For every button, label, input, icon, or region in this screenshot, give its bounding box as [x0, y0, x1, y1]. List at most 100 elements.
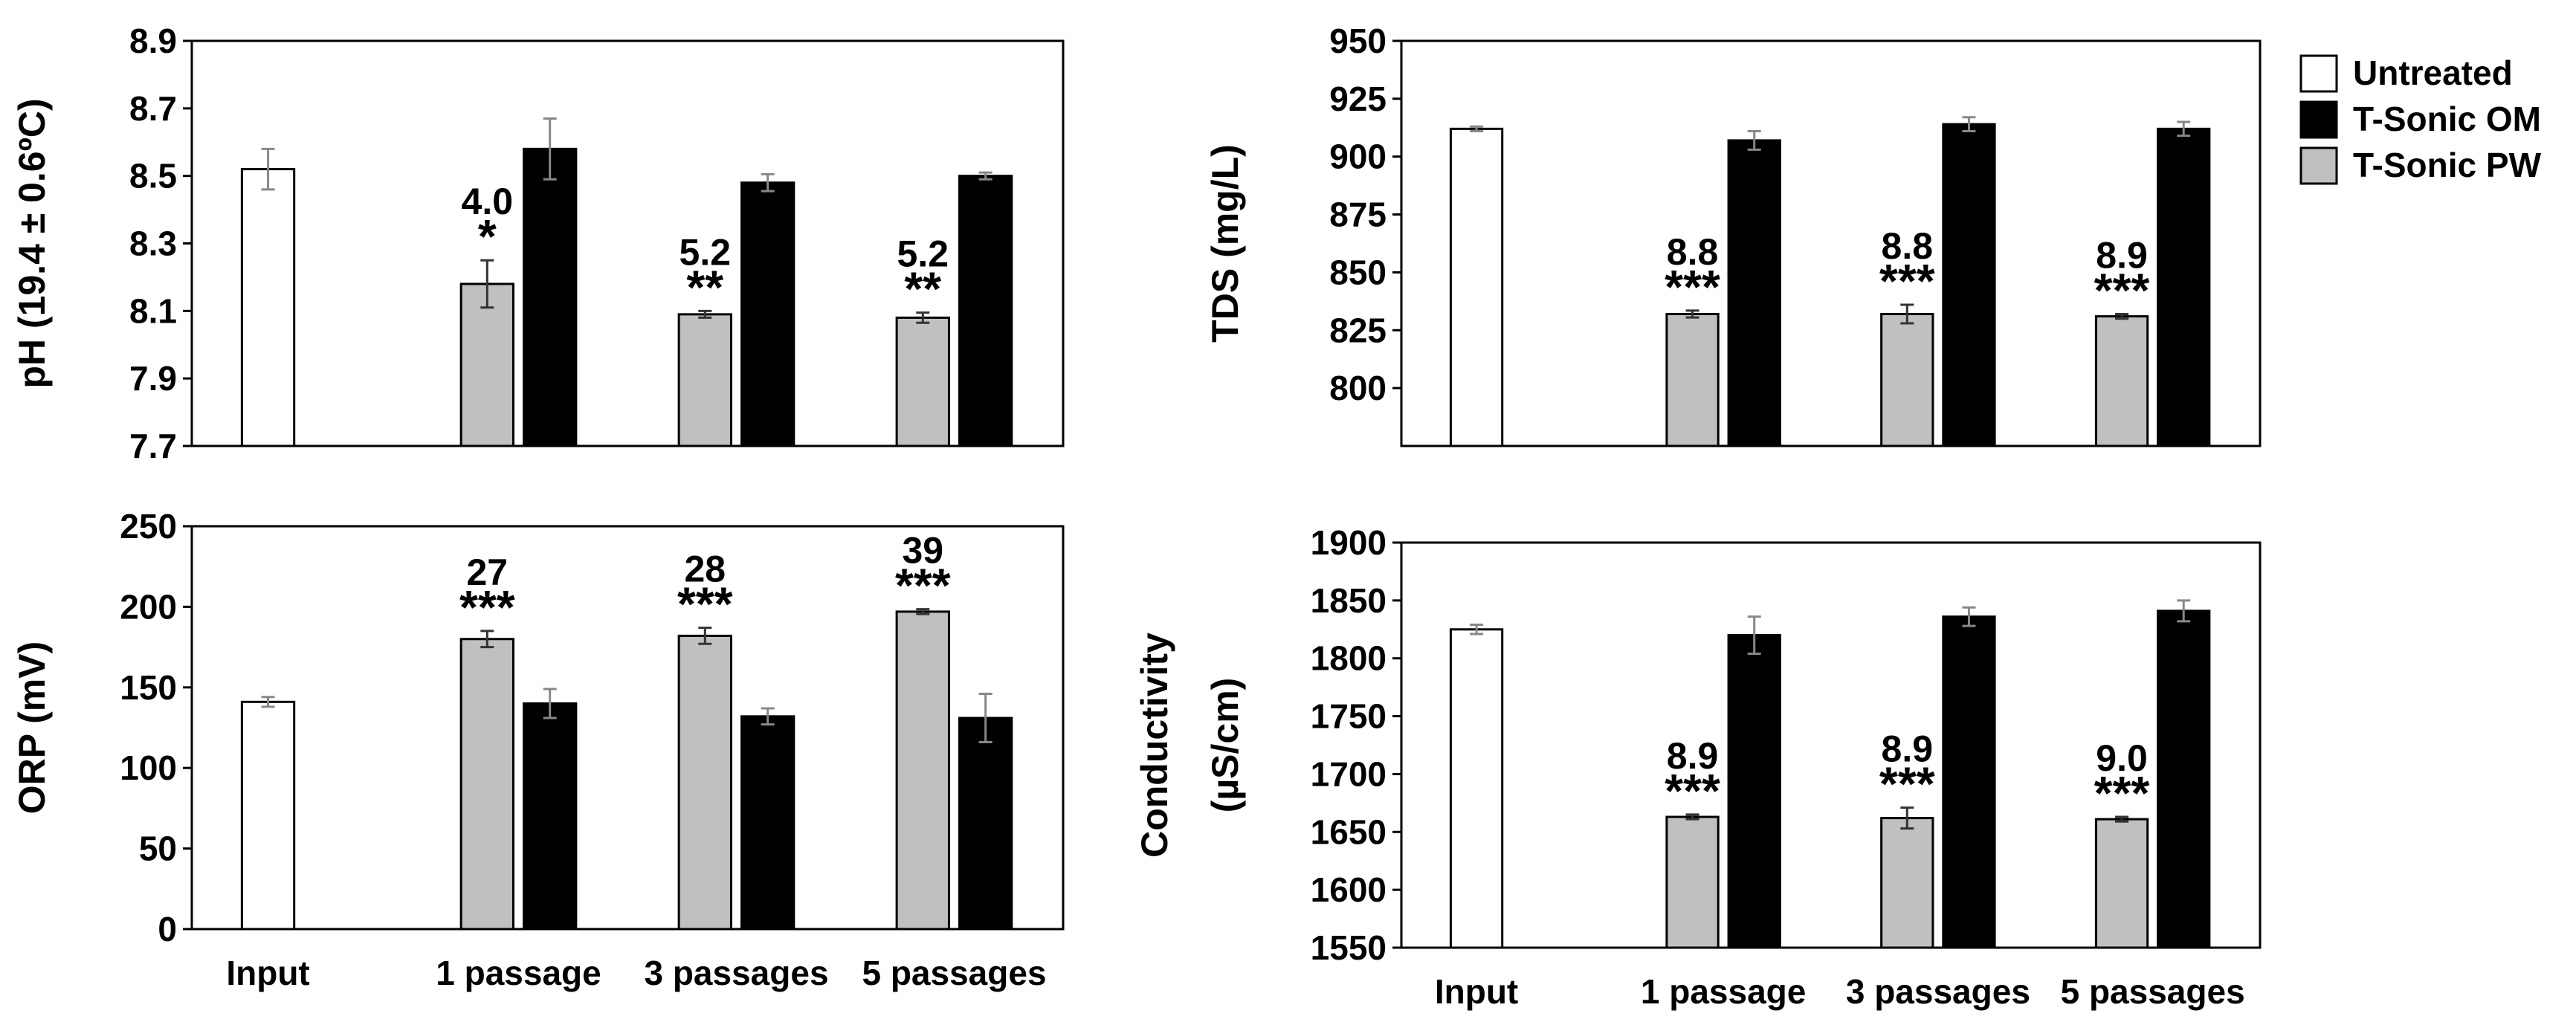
y-axis-label-unit: (µS/cm) [1204, 678, 1246, 813]
y-tick-label: 1900 [1311, 523, 1387, 562]
y-tick-label: 950 [1329, 22, 1387, 60]
y-tick-label: 200 [120, 587, 177, 626]
legend-label-t-sonic-pw: T-Sonic PW [2353, 146, 2542, 184]
y-tick-label: 1850 [1311, 581, 1387, 620]
legend-swatch-untreated [2299, 54, 2338, 93]
annotation-value: 8.8 [1667, 231, 1719, 273]
bar-untreated-input [240, 168, 296, 447]
bar-t-sonic-om-3-passages [740, 715, 795, 931]
bar-t-sonic-om-1-passage [1727, 634, 1781, 949]
bar-t-sonic-pw-5-passages [895, 316, 950, 447]
bar-t-sonic-om-3-passages [1942, 615, 1996, 949]
y-tick-label: 250 [120, 507, 177, 546]
legend-swatch-t-sonic-om [2299, 100, 2338, 139]
bar-t-sonic-pw-3-passages [1880, 312, 1934, 447]
bar-t-sonic-om-5-passages [2157, 127, 2211, 447]
category-label-1-passage: 1 passage [1641, 972, 1806, 1011]
plot-frame [1400, 541, 2262, 949]
y-tick-label: 8.9 [129, 22, 177, 60]
y-tick-label: 1550 [1311, 928, 1387, 967]
bar-untreated-input [1449, 628, 1504, 949]
y-tick-label: 8.7 [129, 89, 177, 128]
annotation-value: 8.9 [2096, 234, 2148, 276]
bar-untreated-input [240, 700, 296, 931]
bar-t-sonic-om-5-passages [958, 175, 1013, 447]
annotation-value: 5.2 [679, 231, 732, 273]
category-label-input: Input [226, 954, 309, 992]
y-tick-label: 100 [120, 748, 177, 787]
bar-t-sonic-om-5-passages [2157, 609, 2211, 949]
significance-stars: *** [2094, 263, 2150, 317]
y-tick-label: 150 [120, 668, 177, 707]
bar-t-sonic-om-1-passage [1727, 139, 1781, 447]
annotation-value: 27 [466, 552, 508, 593]
y-tick-label: 900 [1329, 138, 1387, 176]
significance-stars: ** [904, 262, 941, 316]
category-label-3-passages: 3 passages [1846, 972, 2030, 1011]
bar-t-sonic-pw-1-passage [1665, 312, 1720, 447]
bar-t-sonic-pw-5-passages [2094, 315, 2149, 447]
y-tick-label: 0 [158, 910, 177, 948]
legend-label-untreated: Untreated [2353, 54, 2513, 92]
y-tick-label: 1600 [1311, 870, 1387, 909]
annotation-value: 8.9 [1882, 728, 1934, 770]
bar-t-sonic-om-3-passages [740, 181, 795, 447]
significance-stars: *** [1665, 260, 1720, 314]
annotation-value: 39 [902, 530, 943, 572]
y-axis-label: ORP (mV) [11, 641, 53, 814]
y-tick-label: 800 [1329, 369, 1387, 407]
y-axis-label: pH (19.4 ± 0.6ºC) [11, 98, 53, 388]
y-tick-label: 1700 [1311, 754, 1387, 793]
significance-stars: *** [1879, 254, 1935, 308]
category-label-3-passages: 3 passages [644, 954, 828, 992]
bar-untreated-input [1449, 127, 1504, 447]
bar-t-sonic-om-1-passage [523, 702, 578, 931]
annotation-value: 4.0 [462, 181, 514, 222]
annotation-value: 28 [684, 549, 726, 590]
legend: Untreated T-Sonic OM T-Sonic PW [2299, 54, 2542, 185]
annotation-value: 8.9 [1667, 735, 1719, 777]
bar-t-sonic-pw-3-passages [677, 313, 732, 447]
category-label-5-passages: 5 passages [862, 954, 1046, 992]
y-axis-label: Conductivity [1134, 633, 1175, 858]
significance-stars: *** [459, 580, 515, 634]
bar-t-sonic-pw-3-passages [677, 634, 732, 931]
y-tick-label: 8.1 [129, 291, 177, 330]
bar-t-sonic-om-1-passage [523, 147, 578, 447]
y-tick-label: 825 [1329, 311, 1387, 349]
significance-stars: *** [677, 578, 733, 631]
bar-t-sonic-pw-5-passages [2094, 818, 2149, 949]
bar-t-sonic-om-3-passages [1942, 123, 1996, 447]
y-tick-label: 1650 [1311, 812, 1387, 851]
chart-ph: 7.7 7.9 8.1 8.3 8.5 8.7 8.9 pH (19.4 ± 0.6ºC) *4… [11, 22, 1065, 465]
bar-t-sonic-om-5-passages [958, 717, 1013, 931]
annotation-value: 5.2 [897, 233, 949, 275]
significance-stars: *** [1665, 764, 1720, 818]
category-label-5-passages: 5 passages [2061, 972, 2245, 1011]
y-tick-label: 1800 [1311, 639, 1387, 678]
y-tick-label: 50 [139, 829, 177, 868]
legend-swatch-t-sonic-pw [2299, 146, 2338, 185]
chart-cond: 1550 1600 1650 1700 1750 1800 1850 1900 Conducti… [1134, 523, 2262, 1011]
y-tick-label: 8.3 [129, 224, 177, 263]
significance-stars: *** [895, 559, 951, 612]
significance-stars: *** [2094, 766, 2150, 820]
annotation-value: 9.0 [2096, 737, 2148, 779]
significance-stars: *** [1879, 757, 1935, 811]
category-label-1-passage: 1 passage [436, 954, 601, 992]
y-axis-label: TDS (mg/L) [1204, 144, 1246, 343]
legend-label-t-sonic-om: T-Sonic OM [2353, 100, 2541, 138]
plot-frame [190, 525, 1065, 931]
y-tick-label: 850 [1329, 253, 1387, 291]
y-tick-label: 925 [1329, 80, 1387, 118]
category-label-input: Input [1435, 972, 1518, 1011]
bar-t-sonic-pw-1-passage [459, 638, 514, 931]
significance-stars: ** [686, 260, 723, 314]
y-tick-label: 7.7 [129, 427, 177, 465]
bar-t-sonic-pw-3-passages [1880, 817, 1934, 949]
y-tick-label: 1750 [1311, 697, 1387, 736]
annotation-value: 8.8 [1882, 225, 1934, 267]
